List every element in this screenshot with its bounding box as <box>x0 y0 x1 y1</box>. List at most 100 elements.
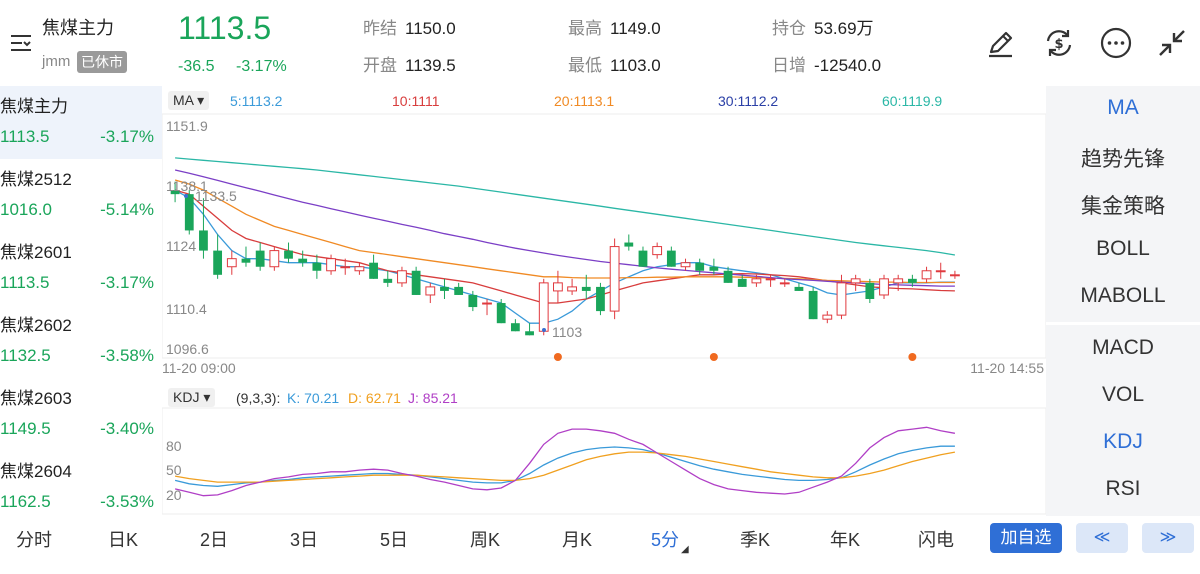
kdj-lines <box>174 426 956 497</box>
currency-exchange-icon[interactable]: $ <box>1041 25 1077 61</box>
candle-body <box>383 278 393 283</box>
contract-item[interactable]: 焦煤2604 1162.5 -3.53% <box>0 451 162 524</box>
candle-body <box>893 278 904 284</box>
kdj-params: (9,3,3): <box>236 390 281 406</box>
ma-selector[interactable]: MA ▾ <box>168 91 210 110</box>
indicator-macd[interactable]: MACD <box>1092 336 1154 359</box>
candle <box>340 258 351 275</box>
contract-name: 焦煤2512 <box>0 170 72 189</box>
candle <box>779 278 790 287</box>
contract-item[interactable]: 焦煤2601 1113.5 -3.17% <box>0 232 162 305</box>
indicator-ma[interactable]: MA <box>1107 96 1139 119</box>
candle-body <box>553 282 563 292</box>
candle <box>369 254 378 279</box>
indicator-maboll[interactable]: MABOLL <box>1080 284 1166 307</box>
indicator-fund-strategy[interactable]: 集金策略 <box>1081 195 1165 218</box>
candle-body <box>723 270 733 283</box>
tab-lightning[interactable]: 闪电 <box>918 530 954 550</box>
indicator-boll[interactable]: BOLL <box>1096 237 1150 260</box>
prev-button[interactable]: ≪ <box>1076 523 1128 553</box>
candle-body <box>326 258 336 272</box>
candle <box>751 274 762 287</box>
tab-5day[interactable]: 5日 <box>380 530 409 550</box>
tab-2day[interactable]: 2日 <box>200 530 229 550</box>
kdj-pane <box>162 407 1046 515</box>
tab-5min[interactable]: 5分 ◢ <box>651 526 689 555</box>
collapse-icon[interactable] <box>1154 25 1190 61</box>
tab-3day[interactable]: 3日 <box>290 530 319 550</box>
more-icon[interactable] <box>1098 25 1134 61</box>
candle <box>907 274 917 287</box>
candle <box>950 270 960 279</box>
quote-header: 焦煤主力 jmm 已休市 1113.5 -36.5 -3.17% 昨结 1150.… <box>0 0 1200 86</box>
candle-body <box>680 262 691 268</box>
contract-item[interactable]: 焦煤主力 1113.5 -3.17% <box>0 86 162 159</box>
add-watchlist-button[interactable]: 加自选 <box>990 523 1062 553</box>
tab-daily[interactable]: 日K <box>108 530 139 550</box>
kdj-legend: KDJ ▾ (9,3,3): K: 70.21 D: 62.71 J: 85.2… <box>168 388 1044 408</box>
candle-body <box>241 258 251 263</box>
candles <box>170 181 960 336</box>
indicator-trend-pioneer[interactable]: 趋势先锋 <box>1081 148 1165 171</box>
contract-item[interactable]: 焦煤2603 1149.5 -3.40% <box>0 378 162 451</box>
candle <box>666 246 676 267</box>
next-button[interactable]: ≫ <box>1142 523 1194 553</box>
contract-item[interactable]: 焦煤2512 1016.0 -5.14% <box>0 159 162 232</box>
contract-item[interactable]: 焦煤2602 1132.5 -3.58% <box>0 305 162 378</box>
candle <box>850 274 861 291</box>
candle-body <box>751 278 762 284</box>
contract-price: 1149.5 <box>0 419 51 438</box>
change-value: -36.5 <box>178 58 215 75</box>
candle <box>822 311 833 324</box>
tab-weekly[interactable]: 周K <box>470 530 501 550</box>
candle-body <box>624 242 634 247</box>
candle <box>440 278 449 299</box>
candle <box>538 278 549 336</box>
candle <box>411 266 421 295</box>
low-point-dot <box>542 328 546 332</box>
candle <box>553 270 563 304</box>
candle-body <box>652 246 663 256</box>
candle <box>255 242 265 271</box>
stat-label: 最低 <box>568 56 602 75</box>
tab-intraday[interactable]: 分时 <box>16 530 52 550</box>
contract-name: 焦煤2601 <box>0 243 72 262</box>
candle-body <box>454 286 464 295</box>
tab-quarterly[interactable]: 季K <box>740 530 771 550</box>
candle-body <box>836 282 847 316</box>
tab-yearly[interactable]: 年K <box>830 530 861 550</box>
candle <box>808 286 818 320</box>
candle-body <box>468 294 478 308</box>
draw-pen-icon[interactable] <box>983 25 1019 61</box>
candle-body <box>170 190 180 195</box>
stat-value: 1150.0 <box>405 19 456 38</box>
candle-body <box>950 274 960 277</box>
stat-oi-change: 日增 -12540.0 <box>772 51 881 76</box>
indicator-rsi[interactable]: RSI <box>1105 477 1141 500</box>
tab-monthly[interactable]: 月K <box>562 530 593 550</box>
contract-change: -3.58% <box>100 346 154 365</box>
indicator-vol[interactable]: VOL <box>1101 383 1145 406</box>
candle <box>680 258 691 271</box>
status-badge: 已休市 <box>77 51 127 73</box>
ma10-value: 10:1111 <box>392 93 440 109</box>
kdj-j-value: J: 85.21 <box>408 390 458 406</box>
candle <box>468 290 478 312</box>
candle <box>695 258 705 275</box>
candle-body <box>213 250 223 275</box>
chevron-down-icon: ▾ <box>197 92 205 108</box>
chart-area[interactable]: 1151.9 1138.1 1133.5 1124 1110.4 1096.6 1103 11… <box>162 86 1046 516</box>
candle <box>397 266 407 287</box>
candle-body <box>666 250 676 267</box>
candle <box>836 274 847 320</box>
indicator-kdj[interactable]: KDJ <box>1103 430 1143 453</box>
event-markers <box>553 353 917 361</box>
ma-selector-label: MA <box>173 92 194 108</box>
candle-body <box>510 323 520 332</box>
candle <box>383 270 393 287</box>
candle-body <box>935 270 946 273</box>
kdj-selector[interactable]: KDJ ▾ <box>168 388 216 407</box>
menu-icon[interactable] <box>8 30 34 56</box>
ma-lines <box>174 157 956 324</box>
